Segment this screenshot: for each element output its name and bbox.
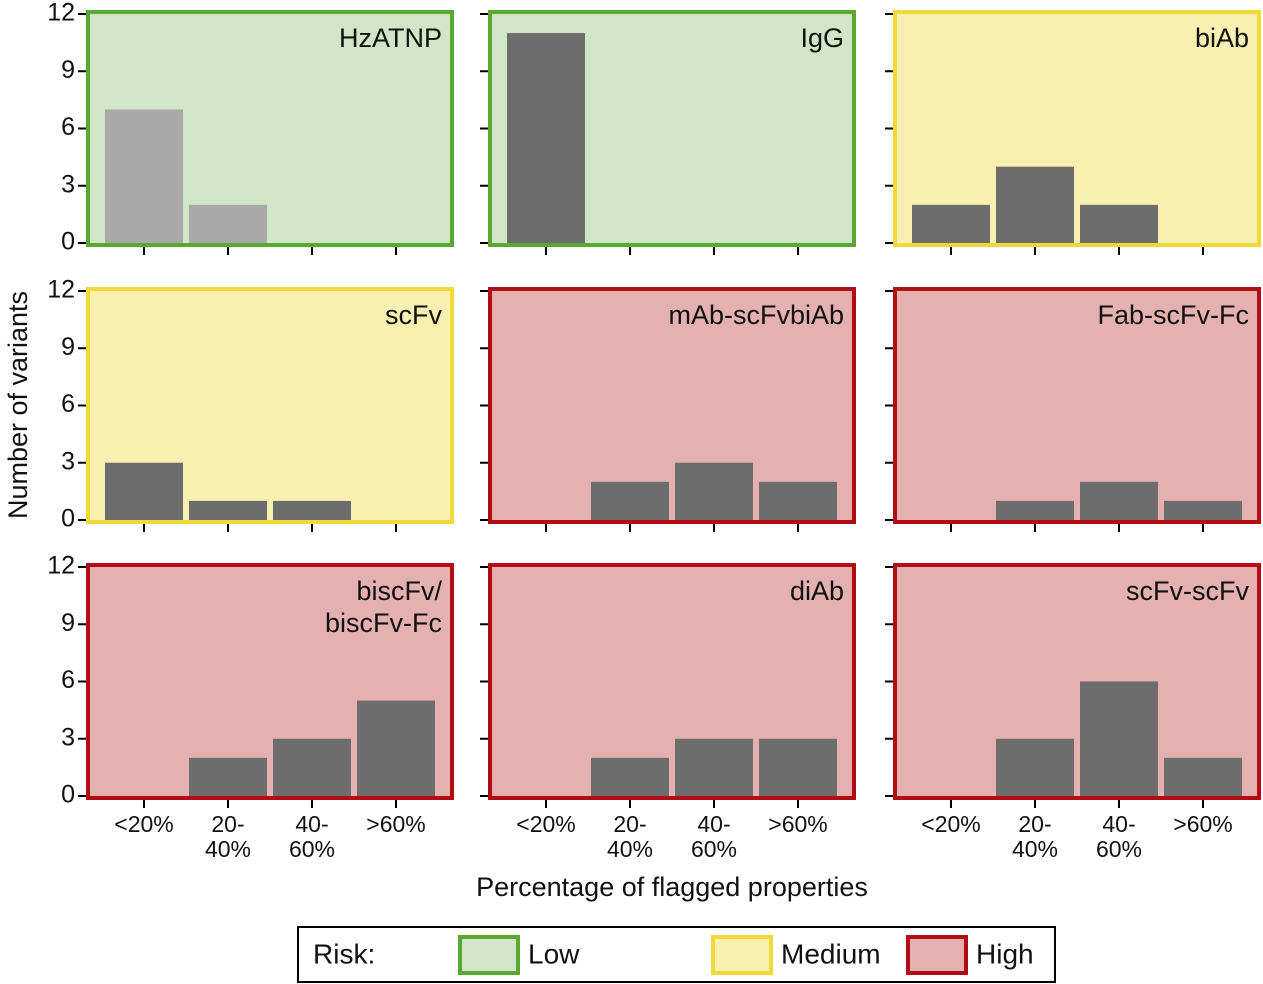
panel-title: scFv [385, 300, 442, 330]
y-tick-label: 9 [61, 56, 75, 84]
bar [912, 204, 990, 243]
x-tick-label: 40% [205, 836, 251, 862]
x-tick-label: 40- [1102, 811, 1135, 837]
bar [189, 757, 267, 796]
panel-border [488, 563, 856, 800]
x-tick-label: >60% [366, 811, 425, 837]
x-tick-label: 40- [295, 811, 328, 837]
panel-border [86, 563, 454, 800]
panel-title: IgG [800, 23, 844, 53]
panel-border [488, 10, 856, 247]
x-tick-label: >60% [1173, 811, 1232, 837]
y-tick-label: 6 [61, 666, 75, 694]
bar [273, 500, 351, 520]
x-tick-label: 20- [613, 811, 646, 837]
legend-swatch [906, 935, 968, 975]
x-tick-label: 40% [607, 836, 653, 862]
bar [507, 33, 585, 244]
bar [189, 204, 267, 243]
x-tick-label: 40% [1012, 836, 1058, 862]
bar [105, 109, 183, 244]
legend-swatch [711, 935, 773, 975]
bar [759, 481, 837, 520]
panel-title: Fab-scFv-Fc [1098, 300, 1250, 330]
bar [759, 738, 837, 796]
y-tick-label: 9 [61, 333, 75, 361]
bar [591, 481, 669, 520]
panel-title: scFv-scFv [1126, 576, 1249, 606]
bar [1164, 500, 1242, 520]
legend-title: Risk: [313, 938, 375, 969]
y-tick-label: 3 [61, 723, 75, 751]
y-tick-label: 12 [47, 276, 75, 304]
y-axis-label: Number of variants [3, 291, 33, 519]
legend-label: Medium [781, 938, 881, 969]
bar [189, 500, 267, 520]
panel-title: diAb [790, 576, 844, 606]
bar [1080, 681, 1158, 796]
y-tick-label: 12 [47, 0, 75, 27]
y-tick-label: 3 [61, 170, 75, 198]
legend-label: Low [528, 938, 580, 969]
panel-title: biscFv-Fc [325, 608, 442, 638]
y-tick-label: 0 [61, 781, 75, 809]
panel-title: HzATNP [339, 23, 442, 53]
x-tick-label: >60% [768, 811, 827, 837]
y-tick-label: 3 [61, 447, 75, 475]
x-tick-label: <20% [516, 811, 575, 837]
y-tick-label: 9 [61, 609, 75, 637]
panel-border [86, 287, 454, 524]
bar [357, 700, 435, 796]
bar [105, 462, 183, 520]
panel-border [893, 10, 1261, 247]
bar [996, 738, 1074, 796]
x-tick-label: 20- [211, 811, 244, 837]
bar [273, 738, 351, 796]
bar [1080, 204, 1158, 243]
x-tick-label: 60% [691, 836, 737, 862]
panel-background [895, 289, 1259, 522]
panel-border [488, 287, 856, 524]
panel-title: mAb-scFvbiAb [668, 300, 844, 330]
x-axis-label: Percentage of flagged properties [476, 872, 868, 902]
legend-label: High [976, 938, 1034, 969]
y-tick-label: 6 [61, 390, 75, 418]
x-tick-label: 60% [1096, 836, 1142, 862]
panel-border [893, 563, 1261, 800]
bar [675, 462, 753, 520]
x-tick-label: 60% [289, 836, 335, 862]
panel-border [893, 287, 1261, 524]
y-tick-label: 6 [61, 113, 75, 141]
y-tick-label: 12 [47, 552, 75, 580]
bar [996, 500, 1074, 520]
bar [1164, 757, 1242, 796]
legend-swatch [458, 935, 520, 975]
bar [675, 738, 753, 796]
x-tick-label: <20% [921, 811, 980, 837]
bar [591, 757, 669, 796]
y-tick-label: 0 [61, 505, 75, 533]
bar [1080, 481, 1158, 520]
y-tick-label: 0 [61, 228, 75, 256]
x-tick-label: 40- [697, 811, 730, 837]
bar [996, 166, 1074, 243]
x-tick-label: <20% [114, 811, 173, 837]
x-tick-label: 20- [1018, 811, 1051, 837]
panel-title: biscFv/ [356, 576, 442, 606]
panel-title: biAb [1195, 23, 1249, 53]
panel-border [86, 10, 454, 247]
